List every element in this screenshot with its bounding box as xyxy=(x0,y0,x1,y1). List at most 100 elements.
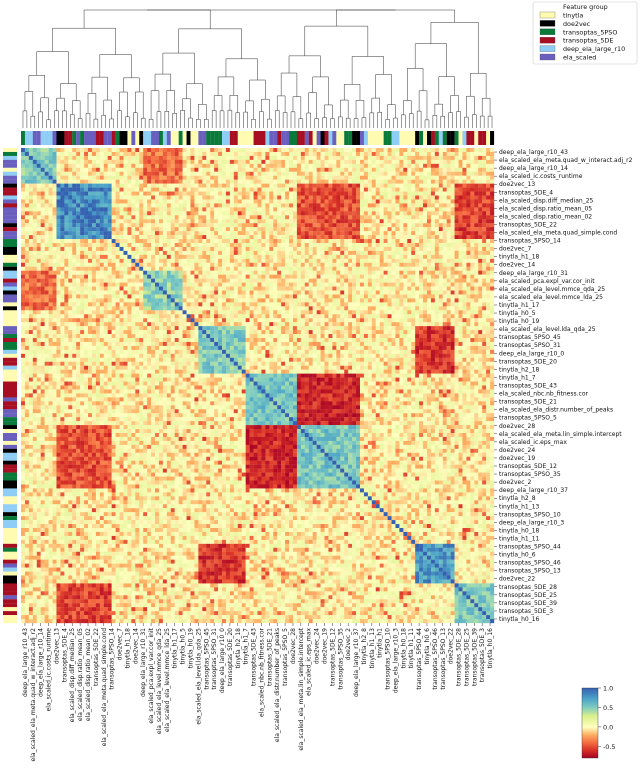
column-group-swatch xyxy=(222,131,227,145)
heatmap-cell xyxy=(340,191,345,196)
heatmap-cell xyxy=(91,520,97,525)
heatmap-cell xyxy=(36,425,41,430)
heatmap-cell xyxy=(214,179,219,184)
heatmap-cell xyxy=(151,171,156,176)
heatmap-cell xyxy=(21,516,26,521)
heatmap-cell xyxy=(99,464,104,469)
heatmap-cell xyxy=(64,599,69,604)
heatmap-cell xyxy=(289,187,294,192)
heatmap-cell xyxy=(80,310,85,315)
heatmap-cell xyxy=(64,607,69,612)
heatmap-cell xyxy=(84,417,89,422)
heatmap-cell xyxy=(103,239,108,244)
heatmap-cell xyxy=(44,294,49,299)
row-group-swatch xyxy=(3,270,17,275)
heatmap-cell xyxy=(95,310,100,315)
row-group-swatch xyxy=(3,294,17,299)
dendrogram-link xyxy=(487,115,493,128)
heatmap-cell xyxy=(143,179,148,184)
heatmap-cell xyxy=(222,207,227,212)
heatmap-cell xyxy=(375,199,380,204)
heatmap-cell xyxy=(88,274,93,279)
heatmap-cell xyxy=(281,199,286,204)
row-group-swatch xyxy=(3,452,17,457)
heatmap-cell xyxy=(84,250,89,256)
heatmap-cell xyxy=(332,219,337,224)
heatmap-cell xyxy=(387,223,392,228)
heatmap-cell xyxy=(99,322,104,327)
heatmap-cell xyxy=(76,504,81,509)
heatmap-cell xyxy=(36,476,41,481)
heatmap-cell xyxy=(24,524,30,529)
heatmap-cell xyxy=(466,223,471,228)
heatmap-cell xyxy=(348,227,353,232)
heatmap-cell xyxy=(95,373,100,378)
heatmap-cell xyxy=(60,520,65,525)
heatmap-cell xyxy=(24,266,30,271)
heatmap-cell xyxy=(80,377,85,382)
heatmap-cell xyxy=(64,341,69,347)
heatmap-cell xyxy=(48,163,53,168)
heatmap-cell xyxy=(91,302,97,307)
heatmap-cell xyxy=(127,151,132,157)
heatmap-cell xyxy=(72,334,77,339)
heatmap-cell xyxy=(80,187,85,192)
heatmap-cell xyxy=(36,579,41,584)
heatmap-cell xyxy=(261,159,266,164)
heatmap-cell xyxy=(84,219,89,224)
heatmap-cell xyxy=(186,195,191,200)
heatmap-cell xyxy=(107,179,112,184)
heatmap-cell xyxy=(36,436,41,442)
heatmap-cell xyxy=(95,520,100,525)
heatmap-cell xyxy=(308,171,313,176)
heatmap-cell xyxy=(99,575,104,580)
heatmap-cell xyxy=(166,155,171,161)
heatmap-cell xyxy=(60,492,65,497)
heatmap-cell xyxy=(44,330,49,335)
heatmap-cell xyxy=(162,163,167,168)
heatmap-cell xyxy=(277,187,282,192)
heatmap-cell xyxy=(419,219,424,224)
heatmap-cell xyxy=(281,219,286,224)
heatmap-cell xyxy=(52,219,57,224)
heatmap-cell xyxy=(48,151,53,157)
heatmap-cell xyxy=(56,421,61,426)
heatmap-cell xyxy=(80,334,85,339)
heatmap-cell xyxy=(99,151,104,157)
heatmap-cell xyxy=(52,460,57,465)
heatmap-cell xyxy=(423,167,428,172)
column-group-swatch xyxy=(174,131,179,145)
heatmap-cell xyxy=(95,575,100,580)
heatmap-cell xyxy=(450,151,455,157)
heatmap-cell xyxy=(198,199,203,204)
heatmap-cell xyxy=(32,330,37,335)
heatmap-cell xyxy=(52,543,57,548)
heatmap-cell xyxy=(182,211,187,216)
heatmap-cell xyxy=(40,433,45,438)
heatmap-cell xyxy=(127,148,132,153)
heatmap-cell xyxy=(56,286,61,291)
heatmap-cell xyxy=(245,219,250,224)
heatmap-cell xyxy=(174,231,179,236)
heatmap-cell xyxy=(257,159,262,164)
heatmap-cell xyxy=(32,567,37,572)
heatmap-cell xyxy=(99,159,104,164)
dendrogram-link xyxy=(464,116,469,128)
heatmap-cell xyxy=(166,227,171,232)
heatmap-cell xyxy=(190,159,195,164)
heatmap-cell xyxy=(56,484,61,489)
heatmap-cell xyxy=(359,227,365,232)
heatmap-cell xyxy=(375,203,380,208)
heatmap-cell xyxy=(123,175,128,180)
heatmap-cell xyxy=(253,183,258,188)
heatmap-cell xyxy=(56,611,61,616)
heatmap-cell xyxy=(88,211,93,216)
heatmap-cell xyxy=(375,159,380,164)
heatmap-cell xyxy=(44,425,49,430)
heatmap-cell xyxy=(470,163,475,168)
heatmap-cell xyxy=(434,171,439,176)
heatmap-cell xyxy=(99,524,104,529)
dendrogram-link xyxy=(211,110,217,128)
heatmap-cell xyxy=(91,195,97,200)
heatmap-cell xyxy=(103,195,108,200)
